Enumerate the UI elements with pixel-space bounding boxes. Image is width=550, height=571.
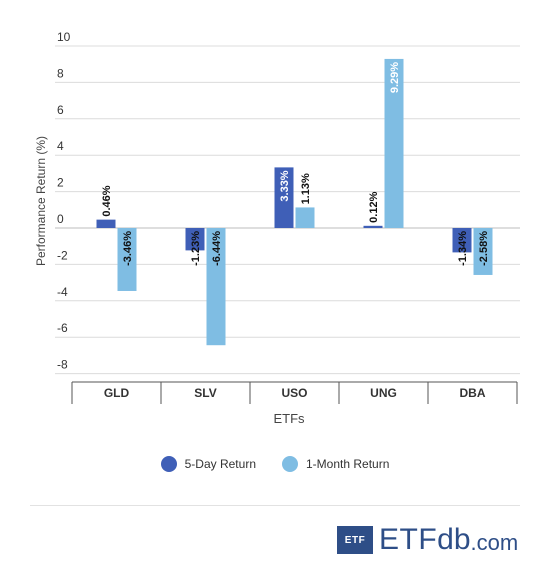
x-tick-label: UNG bbox=[370, 386, 397, 400]
logo-db-text: db bbox=[437, 523, 471, 556]
data-label: 1.13% bbox=[300, 173, 312, 204]
bar-5day bbox=[274, 167, 294, 228]
bar-5day bbox=[96, 219, 116, 228]
legend-item-1month[interactable]: 1-Month Return bbox=[282, 456, 389, 472]
bar-1month bbox=[117, 228, 137, 291]
legend: 5-Day Return 1-Month Return bbox=[0, 453, 550, 475]
y-tick-label: 8 bbox=[57, 66, 64, 80]
x-tick-label: GLD bbox=[104, 386, 130, 400]
legend-swatch-5day-icon bbox=[160, 456, 177, 472]
y-tick-label: 2 bbox=[57, 176, 64, 190]
data-label: -6.44% bbox=[211, 231, 223, 266]
data-label: 0.46% bbox=[101, 185, 113, 216]
y-tick-label: 10 bbox=[57, 30, 71, 44]
data-label: 3.33% bbox=[279, 170, 291, 201]
y-tick-label: 0 bbox=[57, 212, 64, 226]
data-label: 0.12% bbox=[368, 191, 380, 222]
bars: 0.46% -1.23% 3.33% 0.12% -1.34% -3.46% -6.44% 1… bbox=[96, 58, 493, 346]
bar-5day bbox=[363, 225, 383, 228]
y-tick-label: 4 bbox=[57, 139, 64, 153]
logo-etf-text: ETF bbox=[379, 523, 438, 556]
bar-1month bbox=[384, 58, 404, 229]
y-ticks: 10 8 6 4 2 0 -2 -4 -6 -8 bbox=[57, 30, 71, 372]
bar-1month bbox=[473, 228, 493, 275]
chart-plot: 10 8 6 4 2 0 -2 -4 -6 -8 0.46% -1.23% 3.33% 0.12% -1.… bbox=[34, 30, 520, 426]
legend-label-5day: 5-Day Return bbox=[184, 457, 256, 471]
y-tick-label: -4 bbox=[57, 285, 68, 299]
x-axis-label: ETFs bbox=[273, 411, 305, 426]
footer-divider bbox=[30, 505, 520, 506]
bar-5day bbox=[185, 228, 205, 251]
legend-item-5day[interactable]: 5-Day Return bbox=[160, 456, 256, 472]
y-tick-label: -8 bbox=[57, 358, 68, 372]
data-label: -3.46% bbox=[122, 231, 134, 266]
y-tick-label: -6 bbox=[57, 321, 68, 335]
y-axis-label: Performance Return (%) bbox=[34, 136, 48, 266]
x-tick-label: DBA bbox=[460, 386, 486, 400]
x-tick-label: SLV bbox=[194, 386, 216, 400]
logo-com-text: .com bbox=[470, 530, 519, 555]
legend-swatch-1month-icon bbox=[282, 456, 298, 472]
data-label: -1.23% bbox=[190, 231, 202, 266]
data-label: -1.34% bbox=[457, 231, 469, 266]
legend-label-1month: 1-Month Return bbox=[306, 457, 390, 471]
data-label: -2.58% bbox=[478, 231, 490, 266]
x-axis: GLD SLV USO UNG DBA bbox=[71, 381, 518, 404]
data-label: 9.29% bbox=[389, 62, 401, 93]
etfdb-logo: ETF ETF db .com bbox=[337, 523, 518, 557]
x-tick-label: USO bbox=[281, 386, 307, 400]
y-tick-label: -2 bbox=[57, 248, 68, 262]
bar-1month bbox=[206, 228, 226, 346]
bar-1month bbox=[295, 207, 315, 228]
logo-badge: ETF bbox=[337, 526, 373, 554]
bar-5day bbox=[452, 228, 472, 253]
y-tick-label: 6 bbox=[57, 103, 64, 117]
